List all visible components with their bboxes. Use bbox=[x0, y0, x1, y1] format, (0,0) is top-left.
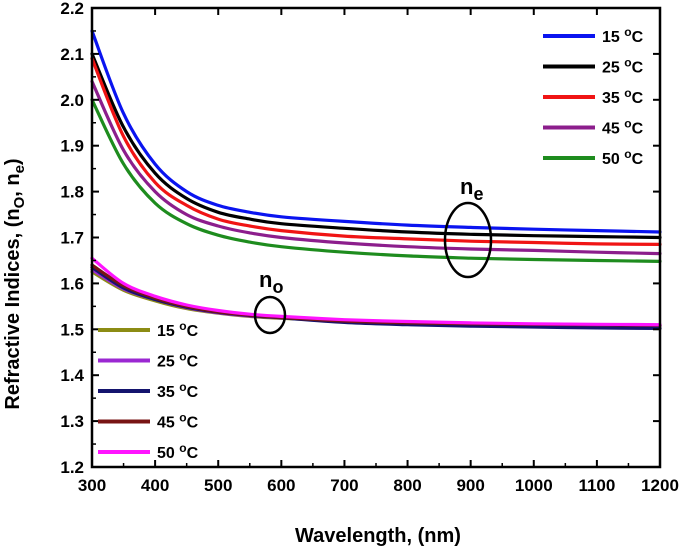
x-tick-label: 900 bbox=[456, 476, 484, 495]
no-legend-label-15: 15 oC bbox=[157, 319, 199, 340]
legends: 15 oC 25 oC 35 oC 45 oC 50 oC 15 oC 25 oC 35 oC… bbox=[98, 25, 644, 462]
y-tick-label: 2.0 bbox=[60, 91, 84, 110]
y-axis-label-end: ) bbox=[2, 158, 24, 165]
y-tick-label: 2.2 bbox=[60, 0, 84, 18]
ne-legend-label-15: 15 oC bbox=[602, 25, 644, 46]
y-axis-label-mid: , n bbox=[2, 173, 24, 196]
x-tick-label: 700 bbox=[330, 476, 358, 495]
ne-legend-label-45: 45 oC bbox=[602, 117, 644, 138]
x-tick-label: 600 bbox=[267, 476, 295, 495]
x-tick-label: 1000 bbox=[515, 476, 553, 495]
no-legend-label-50: 50 oC bbox=[157, 441, 199, 462]
no-series-line-50 bbox=[90, 256, 662, 327]
x-tick-label: 800 bbox=[393, 476, 421, 495]
ne-series-line-15 bbox=[90, 29, 662, 234]
x-tick-label: 500 bbox=[204, 476, 232, 495]
y-axis-label-main: Refractive Indices, (n bbox=[2, 208, 24, 409]
x-tick-label: 1200 bbox=[641, 476, 679, 495]
no-legend-label-35: 35 oC bbox=[157, 380, 199, 401]
y-tick-label: 1.6 bbox=[60, 274, 84, 293]
ne-legend-label-50: 50 oC bbox=[602, 147, 644, 168]
axes: 300 400 500 600 700 800 900 1000 1100 1200 1.2 1.3 1… bbox=[60, 0, 679, 495]
ne-series-line-45 bbox=[90, 79, 662, 256]
ne-legend-label-35: 35 oC bbox=[602, 86, 644, 107]
ne-annotation-label: ne bbox=[460, 174, 483, 204]
no-legend-label-45: 45 oC bbox=[157, 411, 199, 432]
ne-ellipse bbox=[443, 201, 493, 279]
no-series-line-45 bbox=[90, 263, 662, 327]
x-tick-label: 400 bbox=[141, 476, 169, 495]
y-tick-label: 1.5 bbox=[60, 320, 84, 339]
ne-legend-label-25: 25 oC bbox=[602, 56, 644, 77]
x-axis-label: Wavelength, (nm) bbox=[295, 525, 461, 547]
y-tick-label: 1.9 bbox=[60, 137, 84, 156]
x-tick-label: 1100 bbox=[578, 476, 615, 495]
no-series-line-25 bbox=[90, 268, 662, 328]
y-axis-label: Refractive Indices, (nO, ne) bbox=[2, 158, 28, 409]
y-tick-label: 1.8 bbox=[60, 183, 84, 202]
x-tick-label: 300 bbox=[78, 476, 106, 495]
ne-series-line-50 bbox=[90, 98, 662, 263]
no-series-line-15 bbox=[90, 270, 662, 328]
y-tick-label: 1.2 bbox=[60, 458, 84, 477]
y-axis-label-sub-e: e bbox=[11, 165, 28, 173]
ne-series-line-25 bbox=[90, 52, 662, 240]
plot-area bbox=[90, 29, 662, 330]
y-axis-label-sub-o: O bbox=[11, 196, 28, 208]
y-tick-label: 1.3 bbox=[60, 412, 84, 431]
annotations: ne no bbox=[253, 174, 493, 335]
y-tick-label: 1.7 bbox=[60, 229, 84, 248]
no-legend-label-25: 25 oC bbox=[157, 350, 199, 371]
y-tick-label: 1.4 bbox=[60, 366, 84, 385]
no-ellipse bbox=[253, 295, 287, 335]
no-annotation-label: no bbox=[259, 267, 283, 297]
ne-series-line-35 bbox=[90, 56, 662, 246]
y-tick-label: 2.1 bbox=[60, 45, 84, 64]
